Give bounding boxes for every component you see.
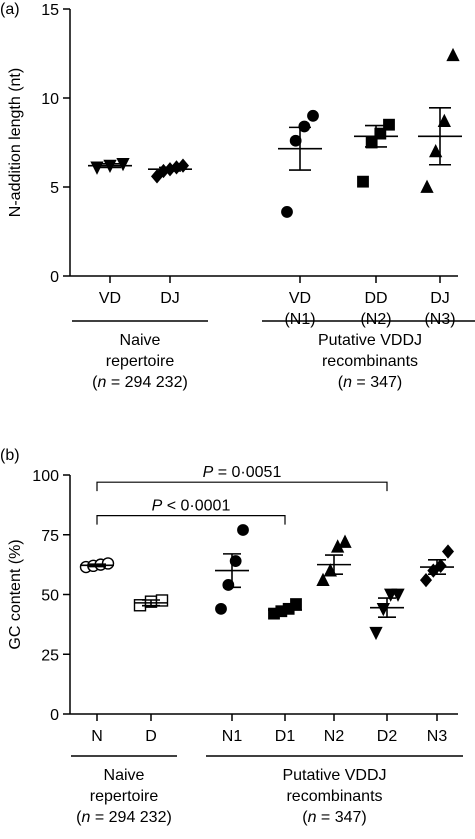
x-tick-label: VD	[289, 290, 311, 307]
data-point	[290, 598, 302, 610]
x-tick-label: N3	[427, 728, 448, 745]
data-point	[374, 127, 387, 140]
data-point	[229, 555, 242, 567]
x-tick-label: DJ	[160, 290, 180, 307]
panel-b-chart: (b) 0 25 50 75 100 GC content (%) N D N1 D1 N2 D2 N3 N…	[0, 447, 463, 826]
panel-label: (b)	[0, 447, 20, 464]
group-caption: (n = 347)	[302, 809, 367, 826]
x-tick-label: N2	[324, 728, 345, 745]
data-point	[419, 573, 433, 588]
x-tick-label: D2	[377, 728, 398, 745]
data-point	[446, 47, 460, 62]
x-tick-label: DJ	[430, 290, 450, 307]
y-tick-label: 0	[50, 707, 59, 724]
data-point	[289, 134, 302, 147]
significance-bracket	[96, 515, 286, 525]
group-caption: (n = 294 232)	[92, 374, 188, 391]
data-point	[391, 588, 405, 602]
y-tick-label: 0	[50, 269, 59, 286]
y-tick-label: 75	[41, 528, 59, 545]
x-tick-label: DD	[364, 290, 387, 307]
data-point	[437, 113, 451, 128]
x-tick-label: VD	[99, 290, 121, 307]
data-point	[429, 144, 443, 158]
x-tick-label: N	[91, 728, 103, 745]
data-point	[338, 534, 352, 548]
group-caption: (n = 347)	[338, 374, 403, 391]
data-point	[441, 544, 455, 559]
group-caption: Naive	[104, 767, 145, 784]
data-point	[237, 524, 249, 536]
y-tick-label: 15	[41, 2, 59, 19]
group-caption: repertoire	[106, 353, 175, 370]
y-tick-label: 5	[50, 180, 59, 197]
panel-a-chart: (a) 0 5 10 15 N-addition length (nt) VD DJ VD (N1…	[0, 1, 475, 391]
data-point	[307, 109, 319, 122]
significance-label: P < 0·0001	[152, 498, 231, 515]
group-caption: repertoire	[90, 788, 159, 805]
group-caption: Putative VDDJ	[318, 332, 422, 349]
x-tick-label: D1	[275, 728, 296, 745]
group-caption: Naive	[120, 332, 161, 349]
group-caption: recombinants	[322, 353, 418, 370]
y-tick-label: 50	[41, 588, 59, 605]
x-tick-label: (N1)	[284, 311, 315, 328]
y-tick-label: 10	[41, 91, 59, 108]
x-tick-label: (N2)	[360, 311, 391, 328]
y-axis-label: GC content (%)	[7, 539, 24, 649]
x-tick-label: (N3)	[424, 311, 455, 328]
data-point	[369, 626, 383, 641]
group-caption: Putative VDDJ	[282, 767, 386, 784]
data-point	[316, 572, 330, 587]
y-tick-label: 25	[41, 647, 59, 664]
data-point	[298, 120, 311, 133]
y-tick-label: 100	[32, 468, 59, 485]
data-point	[420, 179, 434, 193]
significance-label: P = 0·0051	[203, 464, 282, 481]
data-point	[383, 118, 395, 131]
x-tick-label: D	[145, 728, 157, 745]
panel-label: (a)	[0, 1, 20, 18]
x-tick-label: N1	[222, 728, 243, 745]
group-caption: (n = 294 232)	[76, 809, 172, 826]
data-point	[215, 602, 227, 615]
data-point	[357, 175, 369, 188]
significance-bracket	[96, 481, 388, 492]
group-caption: recombinants	[286, 788, 382, 805]
y-axis-label: N-addition length (nt)	[7, 68, 24, 217]
data-point	[281, 206, 293, 218]
